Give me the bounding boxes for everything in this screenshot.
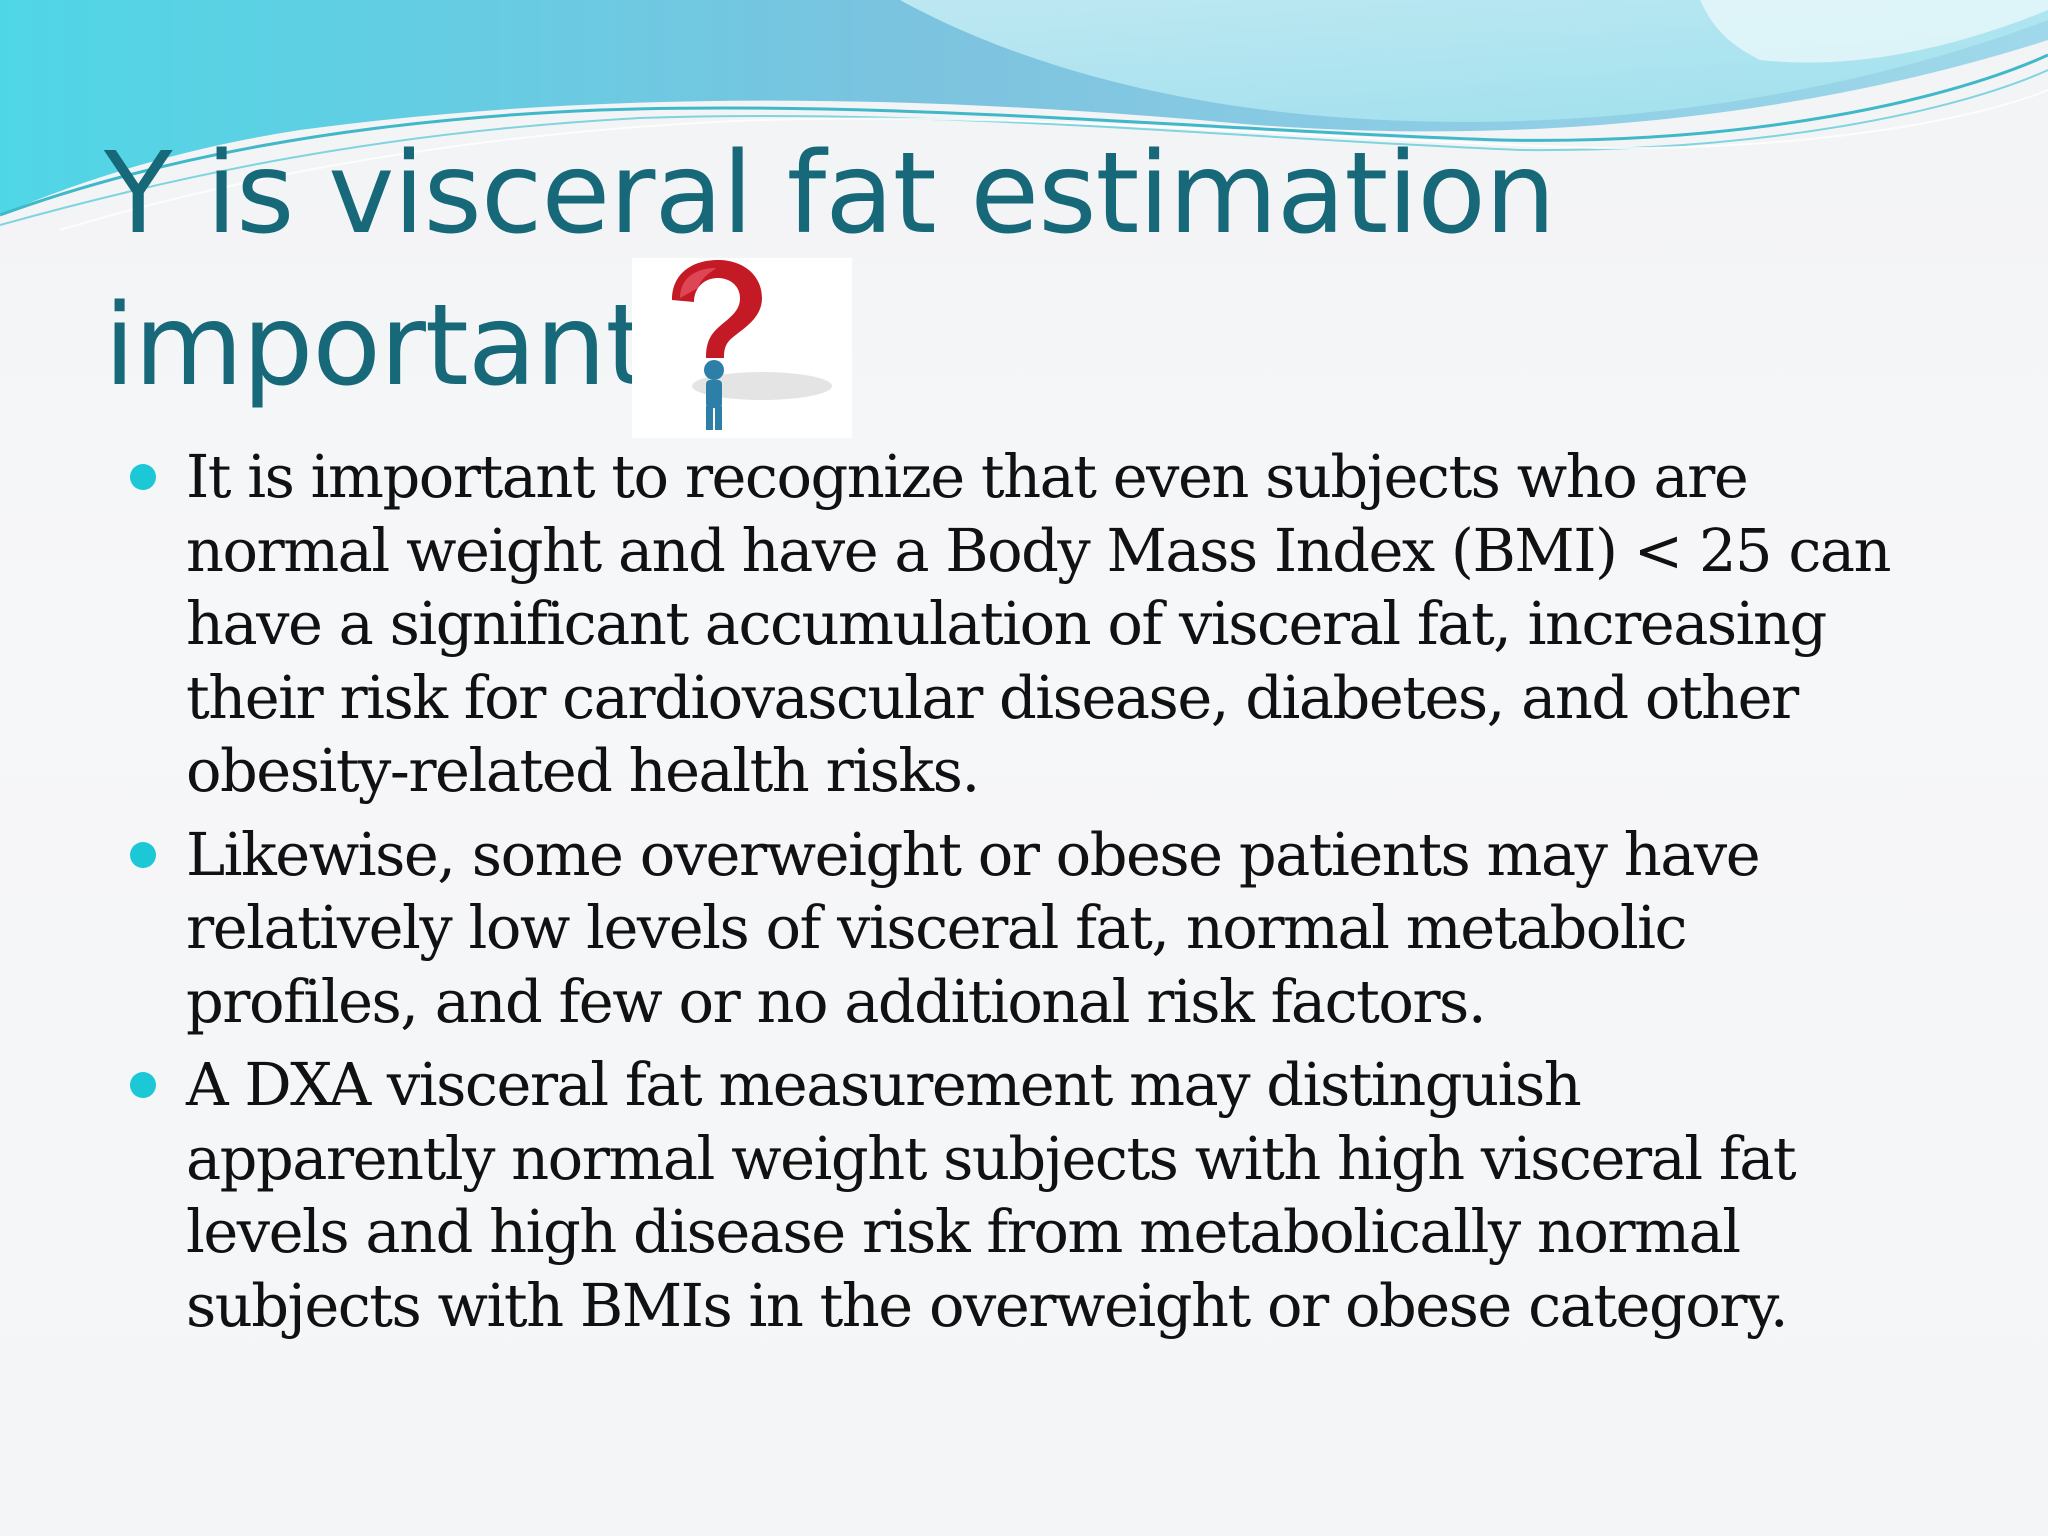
bullet-item: Likewise, some overweight or obese patie… [130,818,1910,1039]
title-line-1: Y is visceral fat estimation [104,129,1556,259]
bullet-line: subjects with BMIs in the overweight or … [186,1270,1789,1340]
bullet-line: levels and high disease risk from metabo… [186,1197,1741,1266]
question-mark-figure-icon [632,258,852,438]
header-wave-decoration [0,0,2048,231]
bullet-dot-icon [130,464,156,490]
bullet-line: have a significant accumulation of visce… [186,589,1827,658]
title-line-2: important [104,281,649,411]
bullet-line: obesity-related health risks. [186,736,980,805]
bullet-line: normal weight and have a Body Mass Index… [186,515,1892,585]
bullet-line: profiles, and few or no additional risk … [186,966,1487,1036]
bullet-line: apparently normal weight subjects with h… [186,1123,1797,1193]
bullet-item: It is important to recognize that even s… [130,440,1910,808]
bullet-dot-icon [130,1072,156,1098]
bullet-line: Likewise, some overweight or obese patie… [186,819,1761,889]
bullet-line: A DXA visceral fat measurement may disti… [186,1050,1582,1119]
bullet-line: relatively low levels of visceral fat, n… [186,893,1688,962]
bullet-item: A DXA visceral fat measurement may disti… [130,1048,1910,1342]
bullet-line: It is important to recognize that even s… [186,442,1749,511]
bullet-list: It is important to recognize that even s… [130,440,1910,1352]
slide-title: Y is visceral fat estimation important [104,118,1604,422]
bullet-dot-icon [130,841,156,868]
bullet-line: their risk for cardiovascular disease, d… [186,662,1799,732]
